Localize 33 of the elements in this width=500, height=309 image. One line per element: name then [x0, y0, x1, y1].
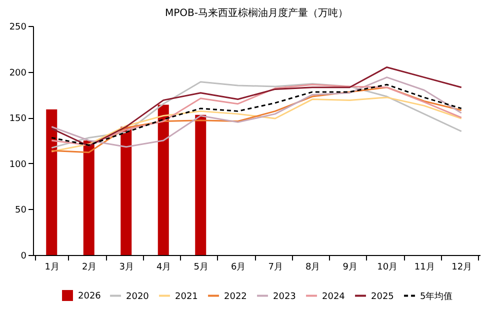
y-tick-label: 150: [9, 114, 27, 124]
legend-label: 2021: [175, 292, 198, 302]
x-tick-label: 3月: [119, 262, 134, 272]
x-tick-label: 1月: [44, 262, 60, 272]
bar: [46, 109, 58, 255]
bar: [120, 126, 132, 255]
x-tick-label: 6月: [231, 262, 246, 272]
x-tick-label: 5月: [194, 262, 208, 272]
legend-label: 2023: [273, 292, 296, 302]
legend-label: 2026: [78, 292, 102, 302]
legend-label: 2024: [322, 292, 346, 302]
x-tick-label: 4月: [156, 262, 172, 272]
x-tick-label: 7月: [268, 262, 283, 272]
y-tick-label: 50: [15, 206, 27, 216]
y-tick-label: 250: [9, 22, 27, 32]
chart-title: MPOB-马来西亚棕榈油月度产量（万吨）: [165, 7, 348, 19]
legend-label: 5年均值: [420, 290, 453, 302]
x-tick-label: 2月: [82, 262, 97, 272]
legend-label: 2020: [126, 292, 150, 302]
x-tick-label: 12月: [452, 262, 472, 272]
legend-label: 2022: [224, 292, 247, 302]
x-tick-label: 9月: [342, 262, 358, 272]
y-tick-label: 0: [20, 252, 27, 262]
legend-label: 2025: [371, 292, 394, 302]
x-tick-label: 11月: [414, 262, 435, 272]
x-tick-label: 10月: [377, 262, 398, 272]
y-tick-label: 100: [9, 160, 27, 170]
bar: [158, 104, 169, 255]
y-tick-label: 200: [9, 68, 27, 78]
bar: [195, 114, 206, 255]
x-tick-label: 8月: [306, 262, 320, 272]
bar: [83, 140, 94, 255]
line-series: [50, 96, 462, 152]
